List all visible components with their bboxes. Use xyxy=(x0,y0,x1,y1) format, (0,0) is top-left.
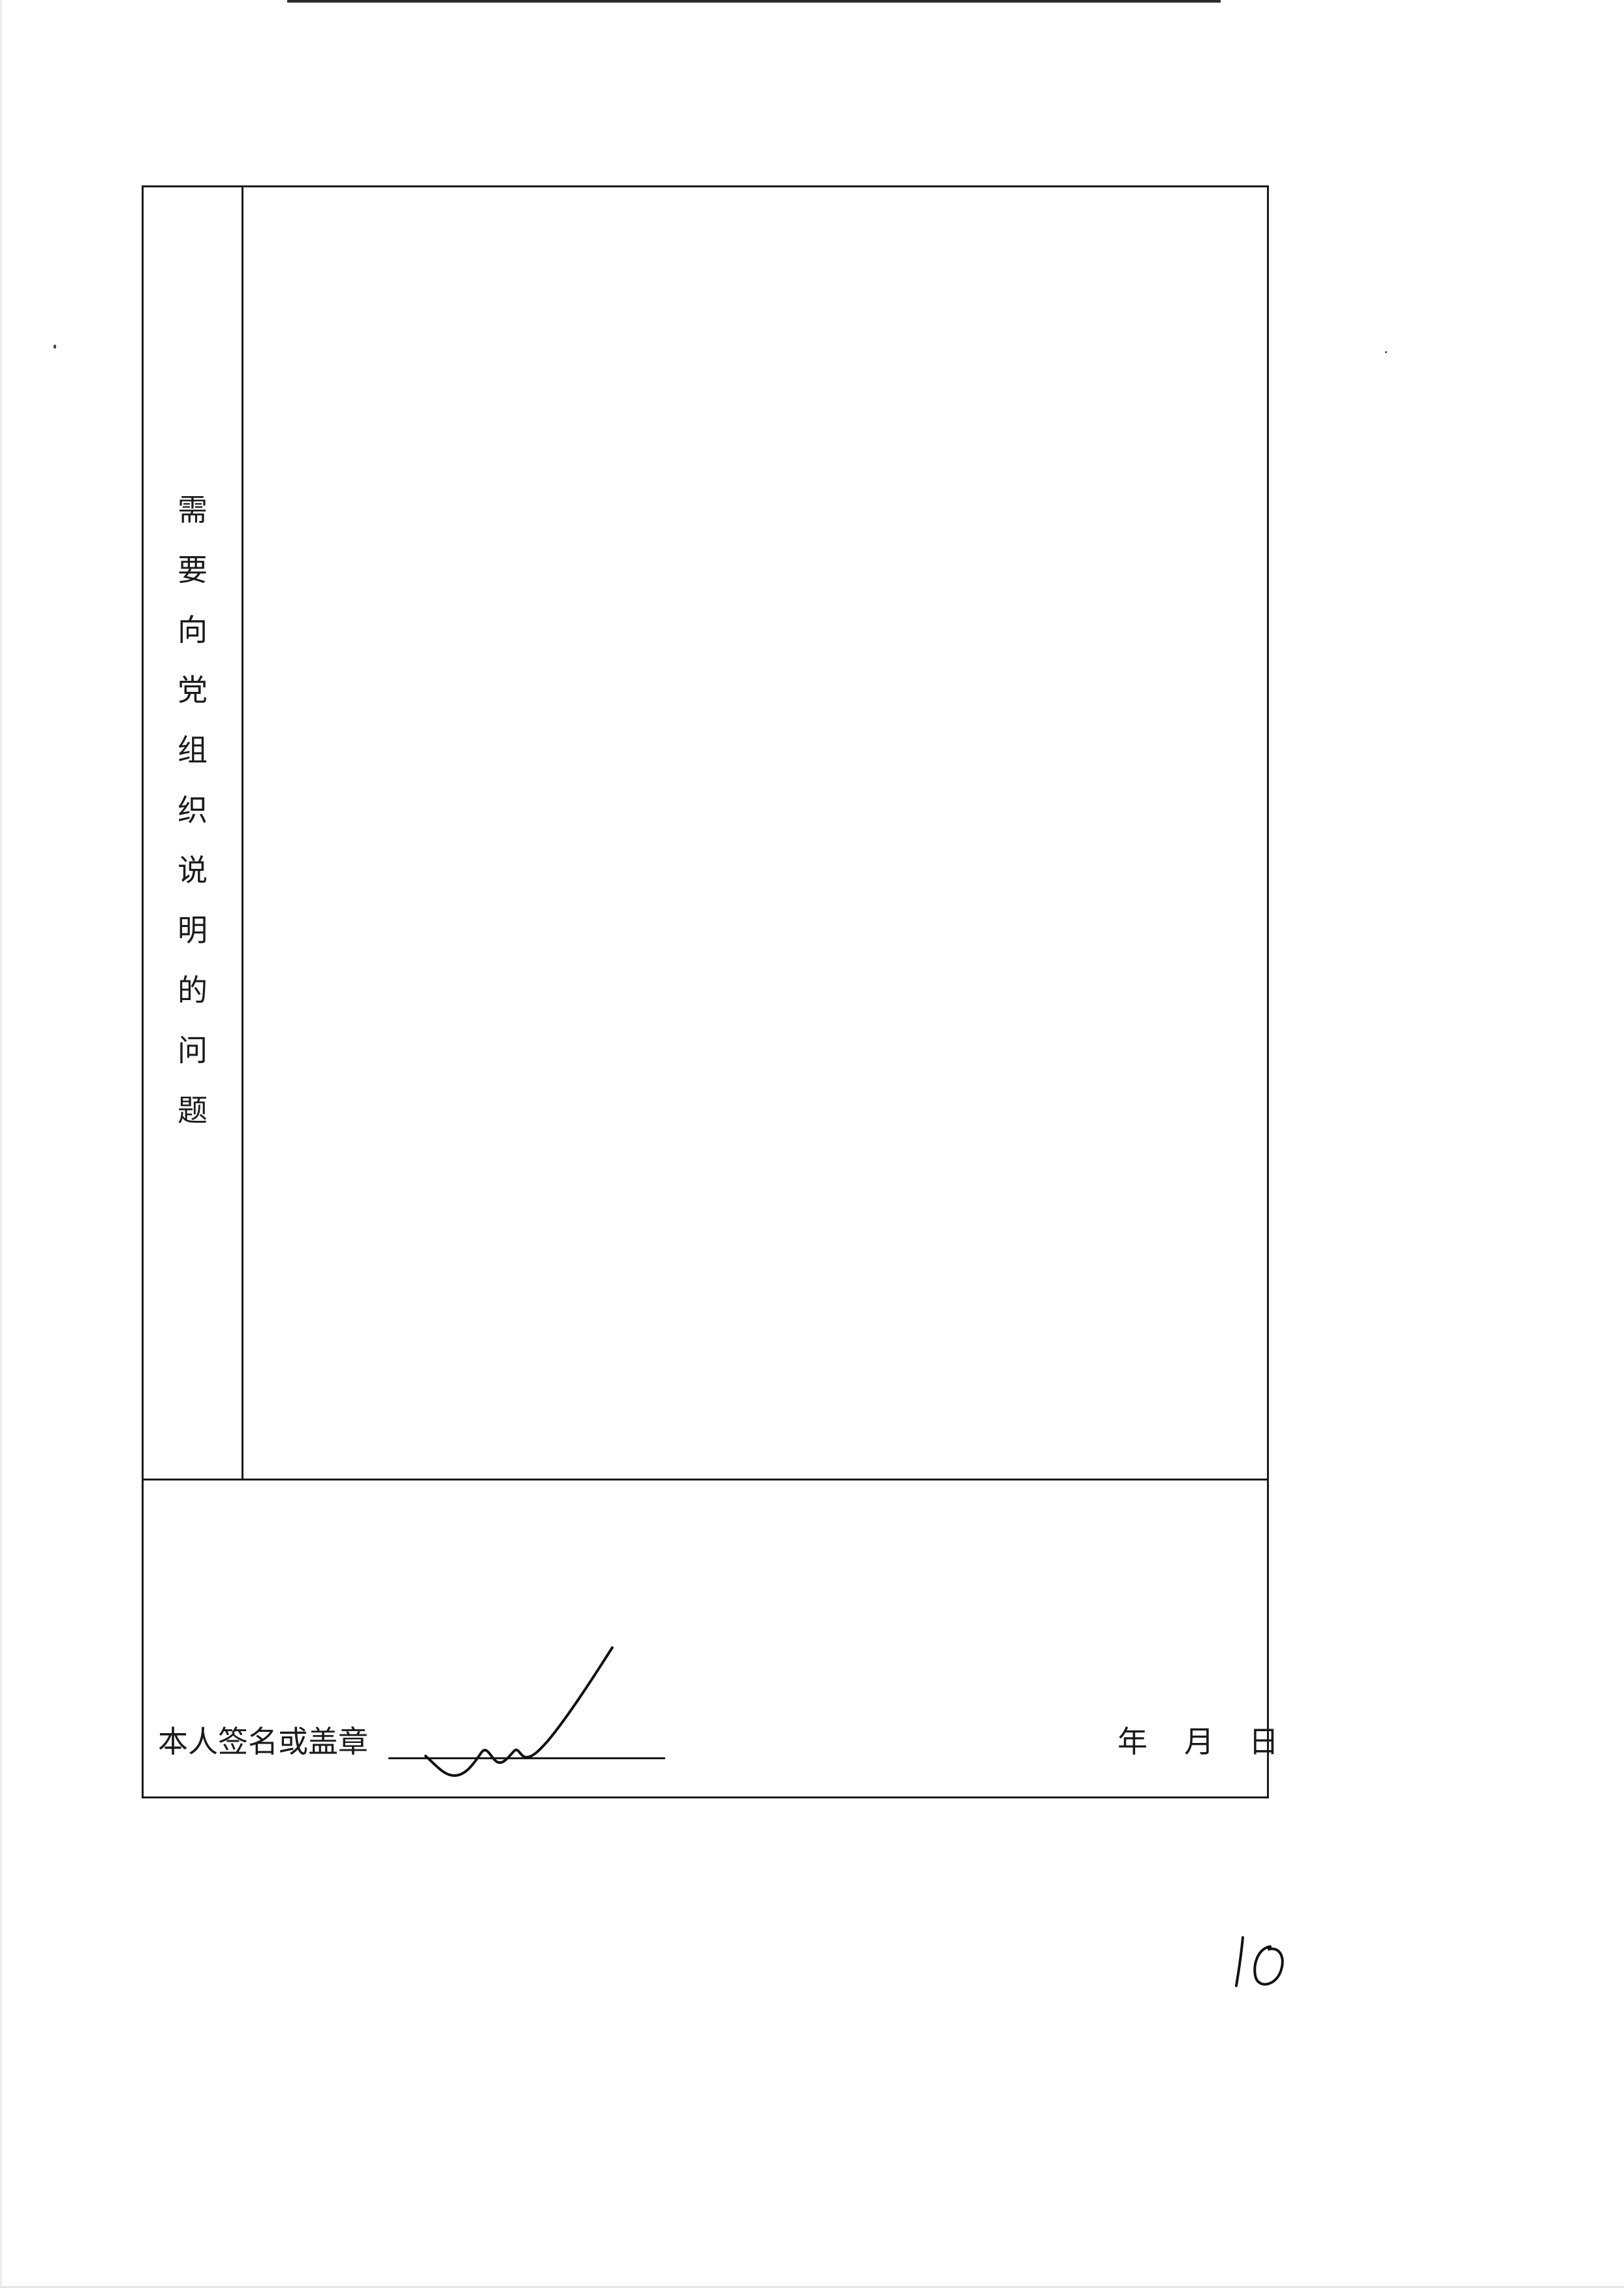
issues-label-char: 党 xyxy=(178,672,208,708)
issues-label-char: 要 xyxy=(178,552,208,588)
issues-label-char: 组 xyxy=(178,732,208,768)
scan-edge-shadow xyxy=(0,0,2,2288)
signature-section: 本人签名或盖章 年 月 日 xyxy=(144,1481,1279,1796)
handwritten-signature xyxy=(424,1646,614,1777)
date-day-label: 日 xyxy=(1249,1724,1279,1759)
scan-edge-shadow-bottom xyxy=(0,2286,1624,2288)
issues-content-area[interactable] xyxy=(243,187,1267,1479)
issues-label-char: 需 xyxy=(178,492,208,527)
issues-label-char: 向 xyxy=(178,612,208,648)
issues-label-char: 明 xyxy=(178,913,208,948)
scan-speck xyxy=(1385,351,1387,353)
issues-label-char: 问 xyxy=(178,1033,208,1068)
form-table: 需要向党组织说明的问题 本人签名或盖章 年 月 日 xyxy=(142,185,1279,1798)
issues-label-char: 题 xyxy=(178,1093,208,1128)
issues-label-char: 说 xyxy=(178,853,208,888)
scan-speck xyxy=(54,345,56,349)
issues-label-cell: 需要向党组织说明的问题 xyxy=(144,187,243,1479)
issues-label-char: 的 xyxy=(178,973,208,1008)
issues-label-char: 织 xyxy=(178,792,208,828)
issues-vertical-label: 需要向党组织说明的问题 xyxy=(144,187,242,1479)
signature-label: 本人签名或盖章 xyxy=(158,1724,368,1759)
scan-edge-artifact xyxy=(287,0,1221,3)
issues-section: 需要向党组织说明的问题 xyxy=(144,187,1267,1481)
handwritten-page-number xyxy=(1235,1936,1284,1987)
date-year-label: 年 xyxy=(1117,1724,1148,1759)
date-month-label: 月 xyxy=(1184,1724,1214,1759)
